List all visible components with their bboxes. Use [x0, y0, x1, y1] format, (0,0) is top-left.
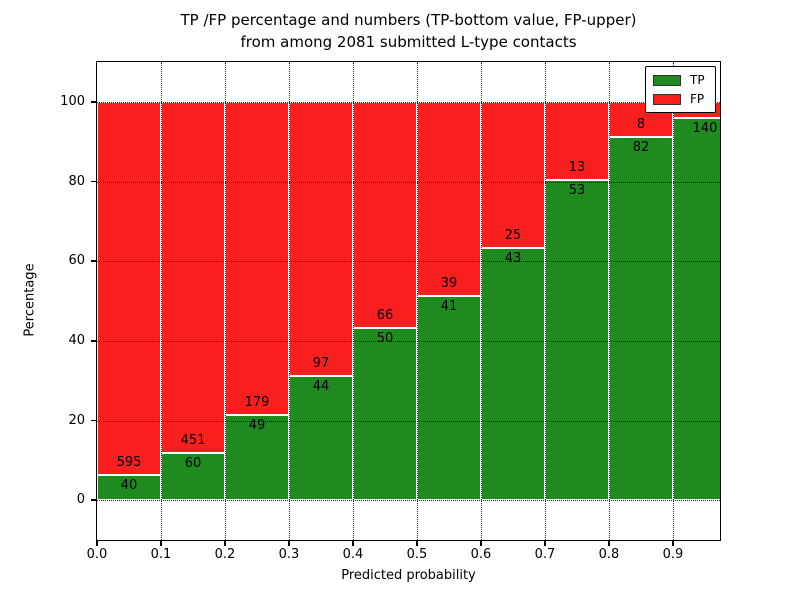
y-tick-label: 60 [68, 253, 85, 269]
y-tick-label: 40 [68, 332, 85, 348]
legend-item-tp: TP [653, 72, 708, 88]
fp-count-label: 97 [312, 355, 330, 371]
x-tick-label: 0.8 [598, 547, 620, 562]
x-axis-tick [608, 540, 610, 546]
gridline-vertical [417, 62, 418, 540]
bar-segment-fp [289, 101, 353, 376]
gridline-vertical [289, 62, 290, 540]
gridline-vertical [673, 62, 674, 540]
bar-segment-fp [225, 101, 289, 415]
tp-count-label: 82 [632, 140, 650, 156]
x-tick-label: 0.6 [470, 547, 492, 562]
y-axis-label: Percentage [22, 263, 38, 337]
gridline-vertical [225, 62, 226, 540]
fp-legend-label: FP [690, 92, 705, 106]
x-axis-tick [96, 540, 98, 546]
fp-count-label: 13 [568, 160, 586, 176]
tp-count-label: 49 [248, 417, 266, 433]
bar-segment-tp [673, 118, 720, 501]
x-axis-tick [288, 540, 290, 546]
tp-legend-label: TP [690, 73, 705, 87]
fp-count-label: 451 [180, 433, 206, 449]
x-axis-tick [160, 540, 162, 546]
tp-count-label: 44 [312, 378, 330, 394]
x-tick-label: 0.0 [86, 547, 108, 562]
chart-title-line1: TP /FP percentage and numbers (TP-bottom… [180, 11, 637, 29]
x-tick-label: 0.1 [150, 547, 172, 562]
x-tick-label: 0.7 [534, 547, 556, 562]
x-axis-tick [672, 540, 674, 546]
fp-count-label: 8 [636, 117, 646, 133]
y-tick-label: 0 [76, 492, 85, 508]
x-axis-tick [416, 540, 418, 546]
bar-segment-tp [417, 296, 481, 501]
gridline-vertical [609, 62, 610, 540]
x-axis-tick [544, 540, 546, 546]
gridline-horizontal [97, 500, 720, 502]
chart-title-line2: from among 2081 submitted L-type contact… [240, 33, 577, 51]
gridline-vertical [481, 62, 482, 540]
bar-segment-fp [161, 101, 225, 454]
bar-segment-tp [97, 475, 161, 501]
gridline-horizontal [97, 181, 720, 183]
tp-count-label: 50 [376, 331, 394, 347]
gridline-horizontal [97, 261, 720, 263]
legend-item-fp: FP [653, 91, 708, 107]
chart-title: TP /FP percentage and numbers (TP-bottom… [97, 9, 720, 53]
tp-count-label: 40 [120, 478, 138, 494]
bar-segment-tp [353, 328, 417, 501]
x-tick-label: 0.4 [342, 547, 364, 562]
gridline-horizontal [97, 101, 720, 103]
gridline-vertical [545, 62, 546, 540]
y-axis-tick [91, 419, 97, 422]
tp-count-label: 60 [184, 456, 202, 472]
tp-count-label: 53 [568, 183, 586, 199]
fp-count-label: 66 [376, 308, 394, 324]
fp-legend-swatch [653, 93, 681, 105]
x-tick-label: 0.9 [662, 547, 684, 562]
x-tick-label: 0.5 [406, 547, 428, 562]
tp-count-label: 41 [440, 299, 458, 315]
x-tick-label: 0.2 [214, 547, 236, 562]
tp-legend-swatch [653, 74, 681, 86]
bar-segment-fp [353, 101, 417, 329]
y-tick-label: 20 [68, 412, 85, 428]
tp-count-label: 43 [504, 251, 522, 267]
y-axis-tick [91, 340, 97, 342]
x-axis-tick [224, 540, 226, 546]
gridline-vertical [353, 62, 354, 540]
bar-segment-fp [97, 101, 161, 476]
x-tick-label: 0.3 [278, 547, 300, 562]
x-axis-label: Predicted probability [341, 568, 476, 583]
gridline-vertical [161, 62, 162, 540]
legend: TP FP [645, 66, 716, 113]
y-axis-tick [91, 260, 97, 262]
y-tick-label: 100 [60, 93, 85, 109]
y-axis-tick [91, 180, 97, 183]
bar-segment-fp [481, 101, 545, 249]
bar-segment-tp [161, 453, 225, 501]
y-axis-tick [91, 101, 97, 103]
bar-segment-tp [289, 375, 353, 501]
fp-count-label: 39 [440, 276, 458, 292]
bar-segment-tp [481, 248, 545, 501]
fp-count-label: 25 [504, 228, 522, 244]
plot-area: 595 40 451 60 179 49 97 44 66 50 39 41 25 43 13 53 8 82 14… [97, 62, 720, 540]
x-axis-tick [480, 540, 482, 546]
y-tick-label: 80 [68, 173, 85, 189]
fp-count-label: 595 [116, 455, 142, 471]
y-axis-tick [91, 499, 97, 501]
bar-segment-fp [417, 101, 481, 297]
bar-segment-tp [609, 137, 673, 501]
gridline-horizontal [97, 340, 720, 342]
gridline-horizontal [97, 420, 720, 422]
x-axis-tick [352, 540, 354, 546]
fp-count-label: 179 [244, 394, 270, 410]
tp-count-label: 140 [692, 121, 718, 137]
bar-segment-tp [545, 180, 609, 501]
